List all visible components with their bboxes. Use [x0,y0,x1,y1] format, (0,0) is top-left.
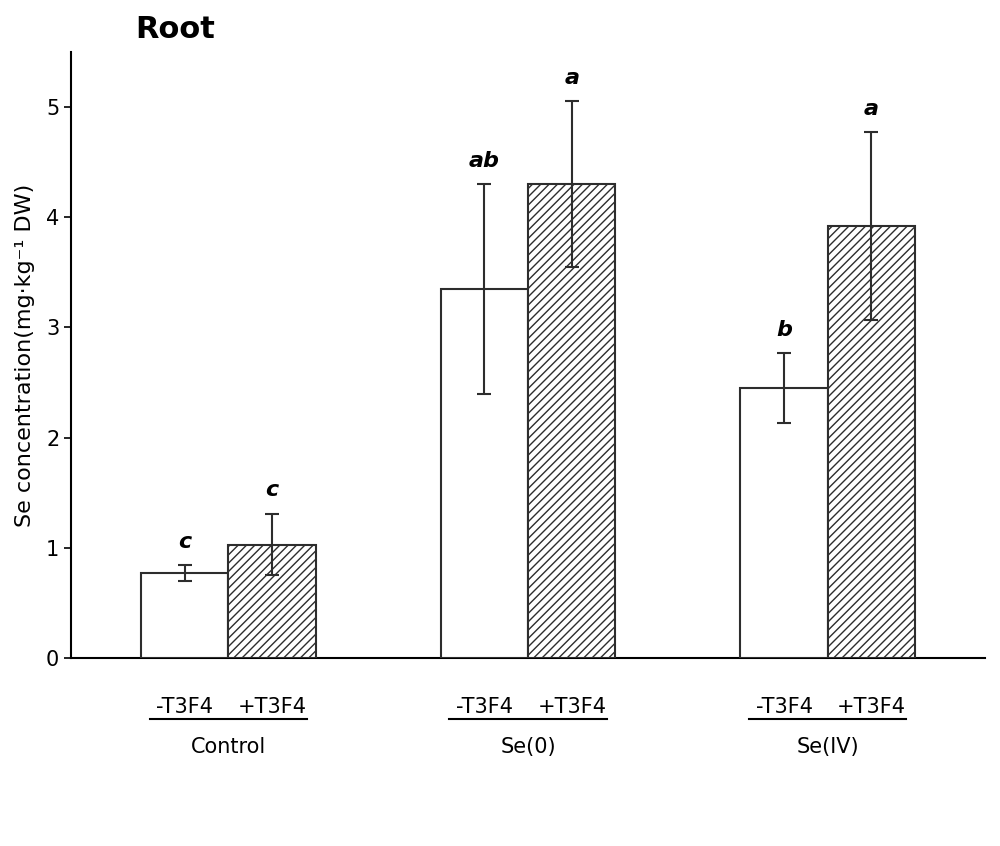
Text: Root: Root [135,15,215,44]
Text: Se(0): Se(0) [500,738,556,757]
Bar [740,388,828,658]
Text: +T3F4: +T3F4 [238,696,307,717]
Text: a: a [564,69,579,88]
Text: +T3F4: +T3F4 [537,696,606,717]
Text: ab: ab [469,151,500,171]
Bar [228,545,316,658]
Bar [141,574,228,658]
Text: b: b [776,320,792,339]
Bar [828,226,915,658]
Y-axis label: Se concentration(mg·kg⁻¹ DW): Se concentration(mg·kg⁻¹ DW) [15,184,35,526]
Text: -T3F4: -T3F4 [456,696,513,717]
Text: a: a [864,99,879,119]
Text: +T3F4: +T3F4 [837,696,906,717]
Text: Control: Control [191,738,266,757]
Text: c: c [178,532,191,552]
Text: -T3F4: -T3F4 [156,696,213,717]
Bar [528,184,615,658]
Bar [441,288,528,658]
Text: c: c [266,481,279,501]
Text: -T3F4: -T3F4 [756,696,813,717]
Text: Se(IV): Se(IV) [796,738,859,757]
